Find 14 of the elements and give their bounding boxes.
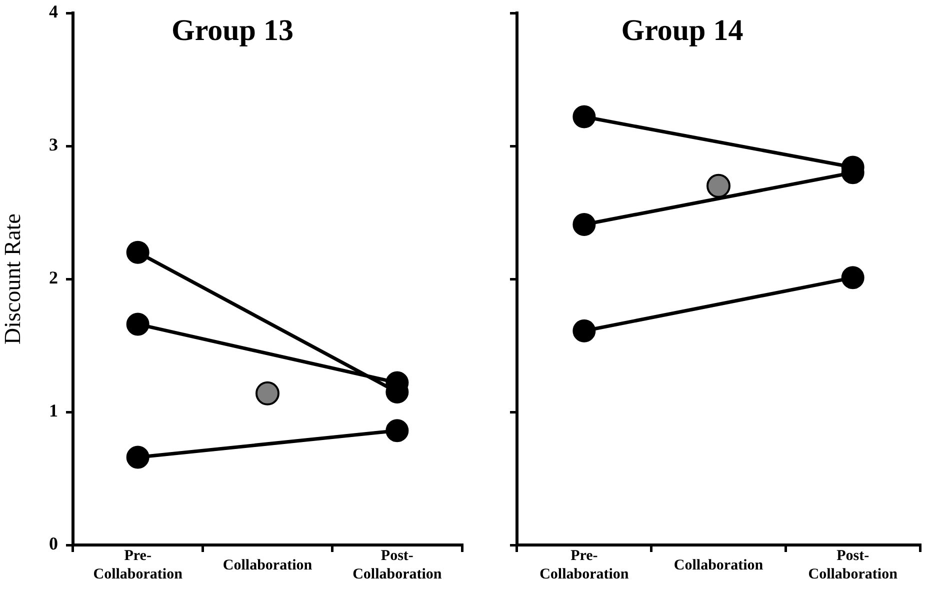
x-tick-label: Pre-Collaboration: [540, 548, 630, 583]
x-tick-label: Collaboration: [674, 557, 764, 574]
chart-title: Group 13: [172, 14, 294, 47]
y-tick-label: 4: [49, 2, 58, 22]
x-tick-label: Post-Collaboration: [808, 548, 898, 583]
x-tick-label: Collaboration: [222, 557, 313, 574]
y-tick-label: 3: [49, 134, 58, 155]
y-tick-label: 0: [49, 534, 58, 554]
x-tick-label: Post-Collaboration: [352, 548, 442, 583]
x-tick-label: Pre-Collaboration: [93, 548, 184, 583]
y-tick-label: 2: [49, 268, 58, 288]
y-axis-title: Discount Rate: [0, 214, 25, 344]
chart-title: Group 14: [621, 14, 744, 47]
y-tick-label: 1: [49, 400, 58, 421]
